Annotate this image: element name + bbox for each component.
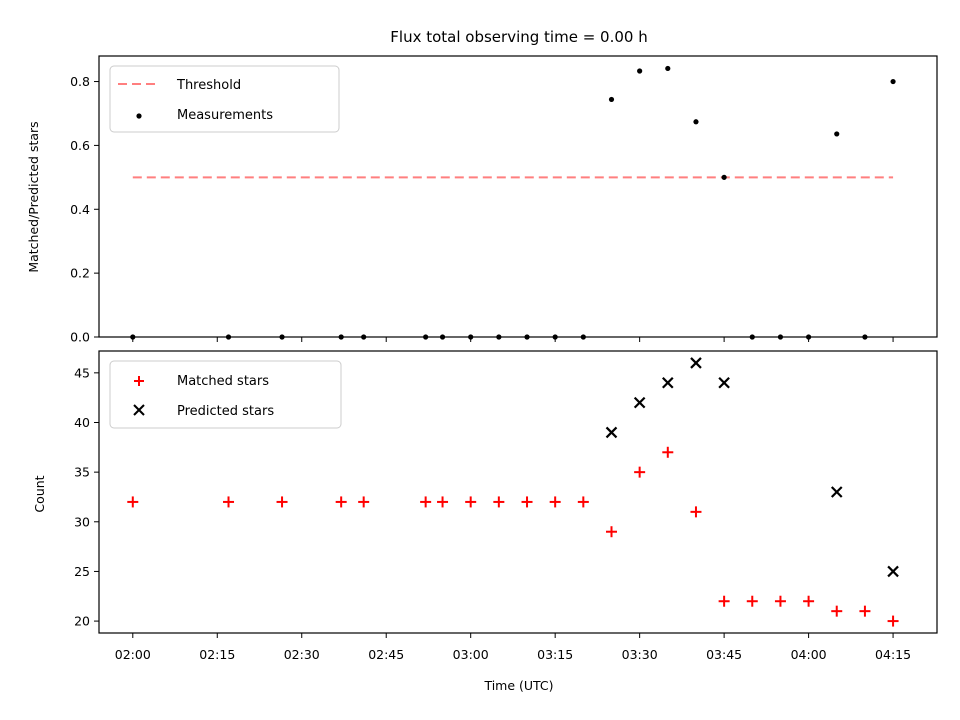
measurement-point xyxy=(693,119,699,125)
top-legend: Threshold Measurements xyxy=(109,65,340,133)
bottom-y-tick-label: 35 xyxy=(74,465,90,480)
matched-star-point xyxy=(803,595,815,607)
bottom-x-tick-label: 02:15 xyxy=(199,647,235,662)
top-y-tick-label: 0.2 xyxy=(70,266,90,281)
bottom-plot-area xyxy=(127,357,899,627)
bottom-x-tick-label: 02:00 xyxy=(115,647,151,662)
legend-predicted-swatch xyxy=(133,404,145,416)
legend-matched-swatch xyxy=(134,376,144,386)
matched-star-point xyxy=(690,506,702,518)
predicted-star-point xyxy=(605,426,618,439)
predicted-star-point xyxy=(830,486,843,498)
matched-star-point xyxy=(746,595,758,607)
matched-star-point xyxy=(358,496,370,508)
bottom-y-tick-label: 40 xyxy=(74,415,90,430)
matched-star-point xyxy=(276,496,288,508)
bottom-axes-frame xyxy=(98,350,938,634)
legend-measurements-swatch xyxy=(136,113,142,119)
bottom-x-tick-label: 03:15 xyxy=(537,647,573,662)
chart-title: Flux total observing time = 0.00 h xyxy=(390,28,647,46)
matched-star-point xyxy=(521,496,533,508)
matched-star-point xyxy=(577,496,589,508)
bottom-x-ticks: 02:00 02:15 02:30 02:45 03:00 03:15 03:30 03:45… xyxy=(115,633,911,662)
top-y-axis-label: Matched/Predicted stars xyxy=(26,121,41,272)
predicted-star-point xyxy=(662,376,674,389)
bottom-y-axis-label: Count xyxy=(32,475,47,512)
top-y-tick-label: 0.0 xyxy=(70,330,90,345)
bottom-y-tick-label: 30 xyxy=(74,514,90,529)
top-y-ticks: 0.0 0.2 0.4 0.6 0.8 xyxy=(70,74,99,345)
matched-star-point xyxy=(859,605,871,617)
matched-star-point xyxy=(662,446,674,458)
top-axes-frame xyxy=(98,55,938,338)
matched-star-point xyxy=(831,605,843,617)
matched-star-point xyxy=(223,496,235,508)
bottom-y-ticks: 20 25 30 35 40 45 xyxy=(74,365,99,629)
matched-star-point xyxy=(437,496,449,508)
bottom-y-tick-label: 25 xyxy=(74,564,90,579)
legend-matched-label: Matched stars xyxy=(177,374,269,389)
matched-star-point xyxy=(127,496,139,508)
matched-star-point xyxy=(465,496,477,508)
measurement-point xyxy=(665,65,671,72)
bottom-x-tick-label: 04:15 xyxy=(875,647,911,662)
top-y-tick-label: 0.4 xyxy=(70,202,90,217)
bottom-x-tick-label: 03:00 xyxy=(453,647,489,662)
bottom-x-tick-label: 03:30 xyxy=(622,647,658,662)
matched-star-point xyxy=(335,496,347,508)
bottom-x-tick-label: 03:45 xyxy=(706,647,742,662)
measurement-point xyxy=(608,96,615,103)
matched-star-point xyxy=(420,496,432,508)
predicted-star-point xyxy=(690,357,702,369)
legend-predicted-label: Predicted stars xyxy=(177,404,274,419)
top-panel: 0.00.20.40.60.8 Matched/Predicted stars … xyxy=(26,55,938,345)
bottom-legend: Matched stars Predicted stars xyxy=(109,360,342,429)
predicted-star-point xyxy=(633,396,646,409)
matched-star-point xyxy=(634,466,646,478)
predicted-star-point xyxy=(718,376,730,389)
measurement-point xyxy=(721,174,727,180)
legend-measurements-label: Measurements xyxy=(177,108,273,123)
matched-star-point xyxy=(774,595,786,607)
legend-threshold-label: Threshold xyxy=(176,78,241,93)
matched-star-point xyxy=(887,615,899,627)
top-y-tick-label: 0.6 xyxy=(70,138,90,153)
predicted-star-point xyxy=(887,565,899,578)
bottom-x-tick-label: 04:00 xyxy=(791,647,827,662)
matched-star-point xyxy=(605,526,617,538)
measurement-point xyxy=(637,68,643,74)
measurement-point xyxy=(834,131,840,137)
bottom-x-tick-label: 02:30 xyxy=(284,647,320,662)
bottom-y-tick-label: 20 xyxy=(74,614,90,629)
measurement-point xyxy=(890,78,896,85)
predicted-stars-points xyxy=(605,357,899,578)
top-y-tick-label: 0.8 xyxy=(70,74,90,89)
bottom-panel: 20 25 30 35 40 45 02:00 02:15 02:30 02:45 03:00 03… xyxy=(32,350,938,693)
x-axis-label: Time (UTC) xyxy=(483,678,553,693)
matched-star-point xyxy=(718,595,730,607)
matched-star-point xyxy=(493,496,505,508)
bottom-y-tick-label: 45 xyxy=(74,365,90,380)
bottom-x-tick-label: 02:45 xyxy=(368,647,404,662)
matched-star-point xyxy=(549,496,561,508)
matched-stars-points xyxy=(127,446,899,627)
